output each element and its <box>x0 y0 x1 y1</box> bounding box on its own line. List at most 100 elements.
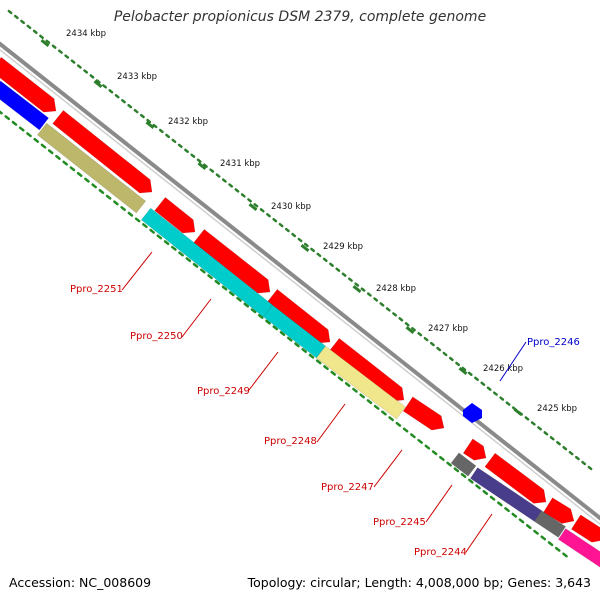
ruler-tick <box>455 361 461 367</box>
inner-tick <box>171 245 177 251</box>
gene-label-leader <box>181 298 212 338</box>
ruler-tick <box>448 356 454 362</box>
forward-cds-arrow-shape <box>193 228 271 294</box>
ruler-tick <box>221 178 227 183</box>
inner-tick <box>344 382 351 388</box>
gene-label-leader <box>499 341 527 382</box>
inner-tick <box>156 234 163 240</box>
ruler-tick <box>297 237 303 243</box>
ruler-tick <box>70 59 76 64</box>
ruler-tick <box>184 148 189 153</box>
kbp-label: 2431 kbp <box>220 159 260 169</box>
cog-band-grey-shape <box>450 452 477 477</box>
ruler-tick <box>316 252 322 258</box>
forward-cds-arrow-shape <box>266 288 331 344</box>
forward-cds-arrow <box>328 337 405 402</box>
inner-tick <box>55 154 61 160</box>
forward-cds-arrow <box>0 56 57 113</box>
forward-cds-arrow <box>266 288 331 344</box>
inner-tick <box>243 302 250 308</box>
inner-tick <box>163 240 170 246</box>
ruler-tick <box>7 9 13 15</box>
inner-tick <box>236 296 242 302</box>
kbp-label: 2433 kbp <box>117 72 157 82</box>
forward-cds-arrow <box>193 228 271 294</box>
inner-tick <box>91 183 97 189</box>
inner-tick <box>453 467 460 473</box>
inner-tick <box>359 393 366 399</box>
reverse-cds <box>0 80 49 131</box>
ruler-tick <box>581 460 587 466</box>
ruler-tick <box>291 232 297 238</box>
ruler-tick <box>429 341 435 347</box>
gene-label: Ppro_2248 <box>264 436 317 447</box>
cog-band-grey-2-shape <box>533 510 567 538</box>
inner-tick <box>62 160 69 166</box>
inner-tick <box>554 546 561 552</box>
ruler-tick <box>486 386 492 391</box>
ruler-tick <box>505 401 511 406</box>
gene-label: Ppro_2250 <box>130 331 183 342</box>
ruler-tick <box>322 257 328 263</box>
inner-tick <box>192 262 199 268</box>
cog-band-olive <box>36 122 147 214</box>
ruler-tick <box>474 376 479 381</box>
inner-tick <box>525 524 532 530</box>
ruler-tick <box>303 242 309 248</box>
kbp-label: 2429 kbp <box>323 242 363 252</box>
ruler-tick <box>165 133 171 139</box>
ruler-tick <box>95 79 101 84</box>
gene-label-leader <box>465 513 493 553</box>
reverse-cds-ppro-2246 <box>463 403 482 423</box>
forward-cds-arrow <box>154 196 196 234</box>
inner-tick <box>11 120 18 126</box>
inner-tick <box>540 535 547 541</box>
inner-tick <box>199 268 206 274</box>
inner-tick <box>301 348 308 354</box>
inner-tick <box>504 507 510 513</box>
cog-band-khaki-shape <box>316 345 406 420</box>
inner-tick <box>518 518 525 524</box>
kbp-label: 2427 kbp <box>428 324 468 334</box>
forward-cds-arrow-shape <box>328 337 405 402</box>
ruler-tick <box>171 138 177 144</box>
inner-tick <box>366 399 373 405</box>
inner-tick <box>149 228 155 234</box>
kbp-label: 2432 kbp <box>168 117 208 127</box>
inner-tick <box>0 110 3 115</box>
ruler-tick <box>493 391 498 396</box>
gene-label: Ppro_2247 <box>321 482 374 493</box>
inner-tick <box>33 137 40 143</box>
inner-tick <box>26 132 32 138</box>
inner-tick <box>395 421 402 427</box>
forward-cds-arrow-shape <box>52 109 153 194</box>
ruler-tick <box>341 272 347 277</box>
gene-label-leader <box>248 351 279 391</box>
ruler-tick <box>146 118 152 124</box>
kbp-tick <box>93 80 103 88</box>
inner-tick <box>446 461 452 467</box>
genome-summary: Topology: circular; Length: 4,008,000 bp… <box>247 575 591 590</box>
forward-cds-arrow <box>462 438 487 461</box>
ruler-tick <box>423 336 429 342</box>
inner-tick <box>113 200 119 206</box>
forward-cds-arrow <box>570 514 600 543</box>
inner-tick <box>417 438 423 444</box>
ruler-tick <box>139 113 145 119</box>
inner-tick <box>120 206 126 212</box>
ruler-tick <box>530 421 536 426</box>
cog-band-cyan <box>140 207 274 318</box>
forward-cds-arrow-shape <box>402 396 445 431</box>
ruler-tick <box>278 222 284 228</box>
ruler-tick <box>360 287 366 292</box>
inner-tick <box>294 342 300 348</box>
inner-tick <box>381 410 387 416</box>
ruler-tick <box>537 426 542 431</box>
ruler-tick <box>127 103 133 109</box>
ruler-tick <box>114 94 120 99</box>
ruler-tick <box>385 307 391 312</box>
ruler-tick <box>568 450 574 456</box>
cog-band-grey <box>450 452 477 477</box>
gene-label-leader <box>373 449 403 488</box>
